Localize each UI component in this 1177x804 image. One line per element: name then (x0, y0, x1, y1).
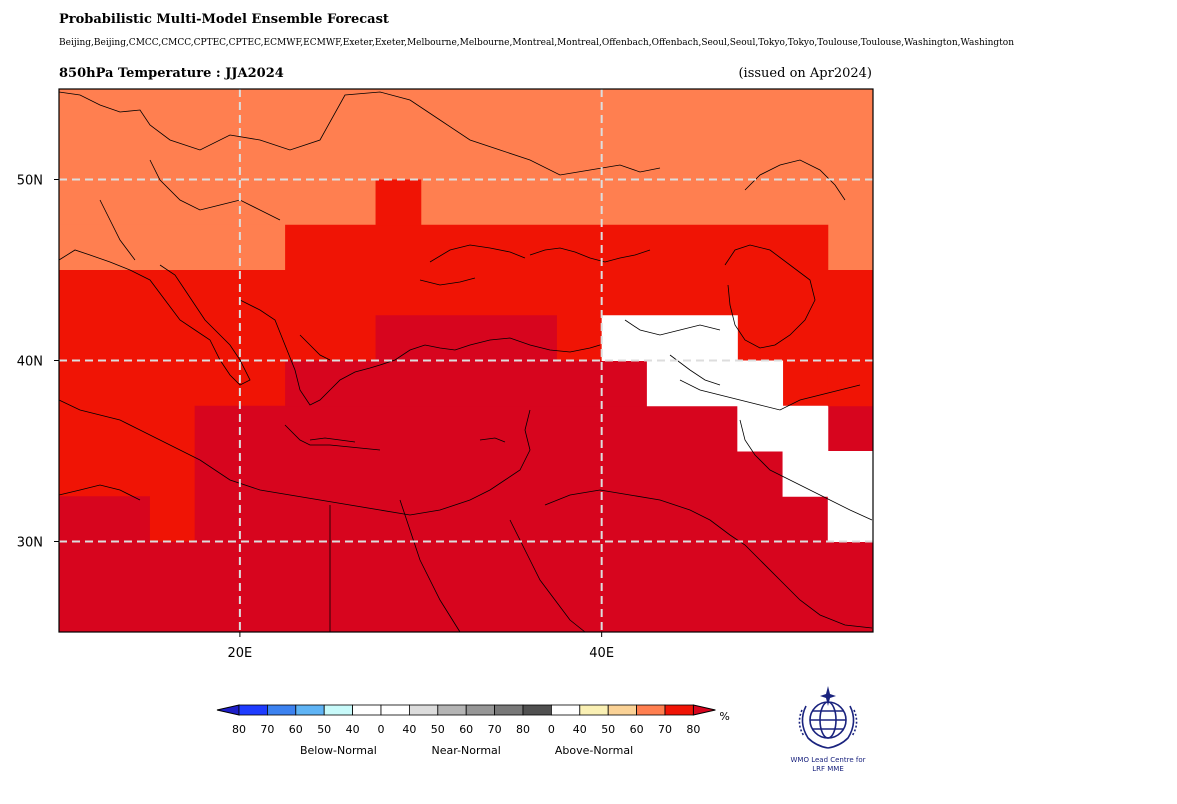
page-title: Probabilistic Multi-Model Ensemble Forec… (59, 12, 389, 27)
colorbar-tick-label: 40 (573, 723, 587, 736)
logo-line1: WMO Lead Centre for (791, 756, 866, 764)
graticule (59, 89, 873, 632)
colorbar-tick-label: 40 (346, 723, 360, 736)
prob-region-a80 (285, 360, 603, 407)
colorbar-tick-label: 40 (402, 723, 416, 736)
colorbar-segment (465, 704, 496, 716)
colorbar: 80 70 60 50 40 0 40 50 60 70 80 0 40 50 60 70 80% Below-N… (216, 704, 730, 757)
axis-ticks: 50N 40N 30N 20E 40E (17, 174, 614, 662)
colorbar-segment (408, 704, 439, 716)
colorbar-tick-label: 60 (289, 723, 303, 736)
colorbar-tick-label: 60 (459, 723, 473, 736)
colorbar-tick-label: 70 (488, 723, 502, 736)
colorbar-segment (295, 704, 325, 716)
colorbar-tick-label: 0 (548, 723, 555, 736)
prob-region-a80 (601, 360, 648, 407)
prob-region-n (827, 496, 874, 542)
model-list: Beijing,Beijing,CMCC,CMCC,CPTEC,CPTEC,EC… (59, 38, 1015, 48)
colorbar-left-extend (216, 704, 240, 716)
colorbar-segment (352, 704, 382, 716)
prob-region-a80 (375, 315, 557, 361)
wmo-emblem-icon: WMO Lead Centre for LRF MME (791, 686, 866, 773)
colorbar-tick-label: 80 (232, 723, 246, 736)
colorbar-segment (238, 704, 268, 716)
colorbar-group-label: Near-Normal (432, 744, 501, 757)
wmo-logo: WMO Lead Centre for LRF MME (788, 684, 868, 776)
colorbar-tick-label: 80 (686, 723, 700, 736)
colorbar-segment (437, 704, 467, 716)
colorbar-group-label: Below-Normal (300, 744, 377, 757)
colorbar-group-label: Above-Normal (555, 744, 633, 757)
lon-tick-label: 40E (589, 646, 614, 661)
prob-region-n (782, 451, 874, 497)
prob-region-a70 (375, 179, 422, 226)
prob-region-a70 (285, 224, 829, 271)
colorbar-tick-label: 70 (260, 723, 274, 736)
logo-line2: LRF MME (812, 765, 844, 773)
lat-tick-label: 30N (17, 536, 43, 551)
colorbar-segment (380, 704, 410, 716)
colorbar-segment (636, 704, 666, 716)
colorbar-segment (323, 704, 354, 716)
colorbar-tick-label: 50 (317, 723, 331, 736)
lat-tick-label: 50N (17, 174, 43, 189)
colorbar-segment (607, 704, 638, 716)
prob-region-a80 (59, 496, 150, 542)
variable-title: 850hPa Temperature : JJA2024 (59, 66, 284, 81)
prob-region-a70 (827, 360, 874, 407)
coastlines (58, 91, 873, 633)
prob-region-a80 (59, 541, 874, 633)
colorbar-right-extend (692, 704, 716, 716)
lat-tick-label: 40N (17, 355, 43, 370)
colorbar-tick-label: 70 (658, 723, 672, 736)
prob-region-n (601, 315, 738, 361)
issued-date: (issued on Apr2024) (738, 66, 872, 81)
colorbar-segment (579, 704, 609, 716)
colorbar-segment (551, 704, 581, 716)
colorbar-tick-label: 80 (516, 723, 530, 736)
colorbar-tick-label: 0 (378, 723, 385, 736)
colorbar-segment (522, 704, 552, 716)
colorbar-tick-label: 60 (630, 723, 644, 736)
colorbar-tick-label: 50 (601, 723, 615, 736)
colorbar-segment (664, 704, 694, 716)
colorbar-segment (266, 704, 297, 716)
colorbar-unit: % (719, 710, 729, 723)
prob-region-a60 (59, 224, 286, 271)
prob-region-n (737, 405, 829, 452)
probability-fills (59, 89, 874, 633)
lon-tick-label: 20E (228, 646, 253, 661)
colorbar-tick-label: 50 (431, 723, 445, 736)
colorbar-segment (494, 704, 524, 716)
